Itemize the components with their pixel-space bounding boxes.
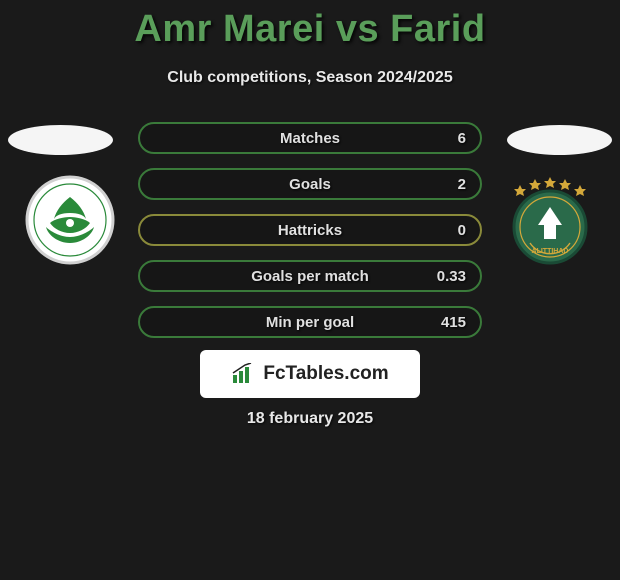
club-badge-right: ALITTIHAD xyxy=(500,175,600,265)
stat-row: Hattricks 0 xyxy=(138,214,482,246)
stat-value: 0.33 xyxy=(437,268,466,285)
svg-text:ALITTIHAD: ALITTIHAD xyxy=(532,248,569,255)
stat-value: 415 xyxy=(441,314,466,331)
stat-row: Matches 6 xyxy=(138,122,482,154)
stat-label: Goals per match xyxy=(251,268,369,285)
source-logo: FcTables.com xyxy=(200,350,420,398)
stat-row: Min per goal 415 xyxy=(138,306,482,338)
stat-row: Goals per match 0.33 xyxy=(138,260,482,292)
stat-label: Hattricks xyxy=(278,222,342,239)
stat-value: 6 xyxy=(458,130,466,147)
chart-icon xyxy=(231,363,257,385)
stat-label: Goals xyxy=(289,176,331,193)
player-oval-right xyxy=(507,125,612,155)
stat-row: Goals 2 xyxy=(138,168,482,200)
player-oval-left xyxy=(8,125,113,155)
source-logo-text: FcTables.com xyxy=(263,363,388,385)
stat-value: 2 xyxy=(458,176,466,193)
stat-label: Matches xyxy=(280,130,340,147)
stat-label: Min per goal xyxy=(266,314,354,331)
snapshot-date: 18 february 2025 xyxy=(0,410,620,428)
comparison-title: Amr Marei vs Farid xyxy=(0,0,620,51)
stat-value: 0 xyxy=(458,222,466,239)
stats-list: Matches 6 Goals 2 Hattricks 0 Goals per … xyxy=(138,122,482,352)
club-badge-left xyxy=(20,175,120,265)
comparison-subtitle: Club competitions, Season 2024/2025 xyxy=(0,69,620,87)
